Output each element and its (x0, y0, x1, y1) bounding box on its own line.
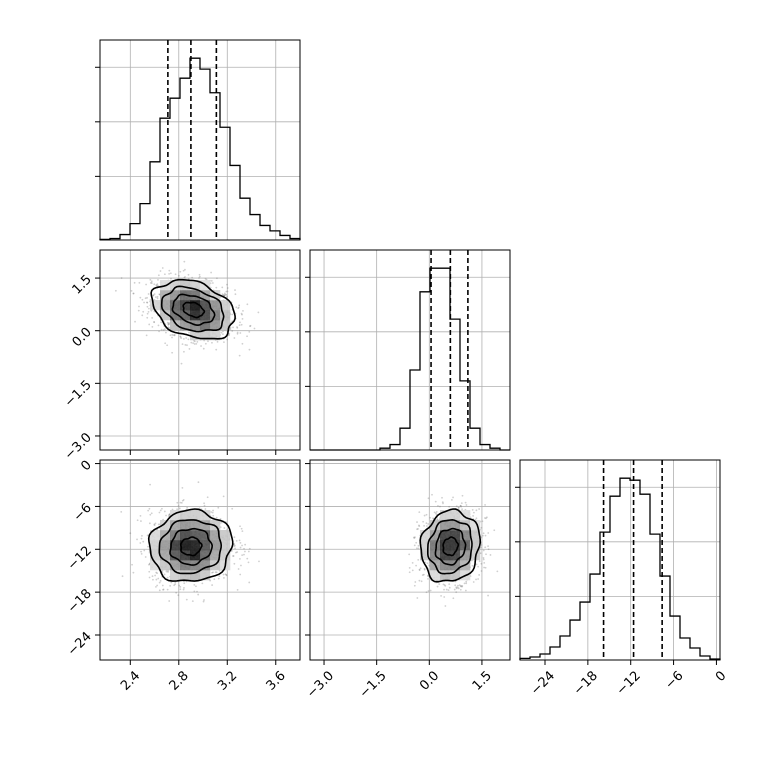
grid (310, 460, 510, 660)
contour-line (147, 508, 234, 582)
panel-frame (99, 459, 301, 661)
contour-line (150, 278, 236, 340)
y-tick-label: −3.0 (62, 430, 95, 463)
x-tick-label: 2.4 (118, 668, 143, 693)
y-tick-label: −18 (65, 586, 95, 616)
x-tick-label: 2.8 (167, 668, 192, 693)
contour-line (160, 285, 225, 333)
contour-line (169, 527, 214, 566)
x-tick-label: 0.0 (417, 668, 442, 693)
histogram-panel-1 (305, 249, 511, 451)
contour-line (434, 527, 467, 566)
contour-line (158, 519, 223, 575)
y-tick-label: 1.5 (70, 272, 95, 297)
y-tick-label: −1.5 (62, 378, 95, 411)
x-tick-label: −18 (571, 668, 601, 698)
panel-frame (99, 39, 301, 241)
contour-line (182, 301, 206, 319)
panel-frame (309, 249, 511, 451)
histogram-step (519, 477, 721, 660)
x-tick-label: −12 (614, 668, 644, 698)
grid (100, 40, 300, 240)
x-tick-label: −1.5 (357, 668, 390, 701)
contour-line (171, 293, 216, 327)
y-tick-label: −6 (71, 501, 95, 525)
joint-panel-2-0 (99, 459, 301, 661)
panel-frame (309, 459, 511, 661)
panel-frame (99, 249, 301, 451)
x-tick-label: 3.6 (264, 668, 289, 693)
x-tick-label: −24 (528, 668, 558, 698)
y-tick-label: −24 (65, 629, 95, 659)
histogram-panel-2 (515, 459, 721, 661)
joint-panel-1-0 (99, 249, 301, 451)
grid (310, 250, 510, 450)
x-tick-label: −6 (662, 668, 686, 692)
contour-line (419, 508, 481, 583)
panel-frame (519, 459, 721, 661)
density-cells (150, 280, 231, 341)
contour-line (427, 518, 473, 575)
y-tick-label: 0 (78, 458, 94, 474)
y-tick-label: −12 (65, 544, 95, 574)
contour-line (180, 536, 203, 557)
x-tick-label: 1.5 (470, 668, 495, 693)
y-tick-label: 0.0 (70, 325, 95, 350)
x-tick-label: 3.2 (215, 668, 240, 693)
x-tick-label: −3.0 (304, 668, 337, 701)
histogram-step (99, 57, 301, 241)
contour-line (442, 536, 459, 557)
histogram-panel-0 (95, 39, 301, 241)
joint-panel-2-1 (309, 459, 511, 661)
histogram-step (310, 267, 510, 451)
x-tick-label: 0 (713, 668, 729, 684)
grid (520, 460, 720, 660)
